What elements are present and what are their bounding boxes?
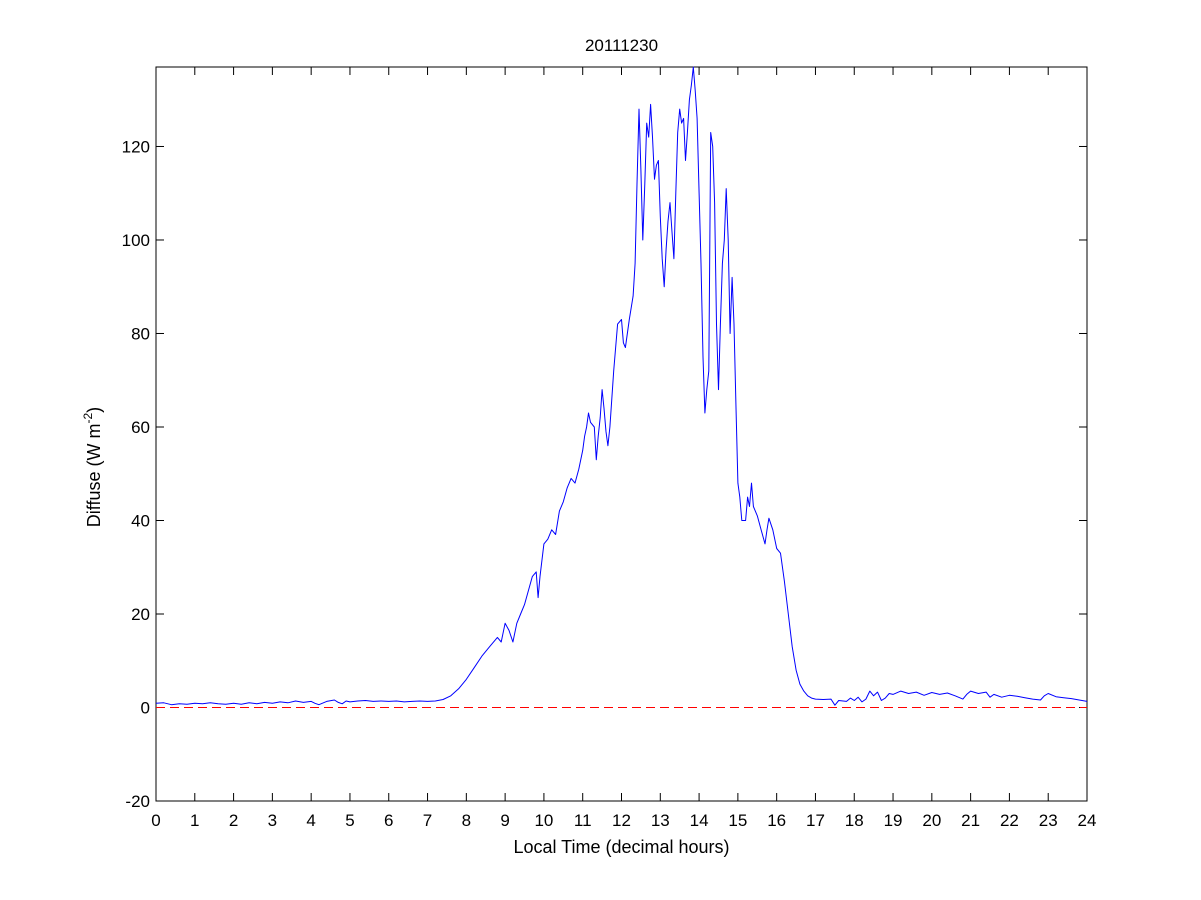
chart-title: 20111230	[585, 36, 658, 55]
y-tick-label: 100	[122, 231, 150, 250]
plot-area	[155, 66, 1088, 802]
x-tick-label: 5	[345, 811, 354, 830]
x-tick-label: 24	[1078, 811, 1097, 830]
axis-ticks: 0 1 2 3 4 5 6 7 8 9 10 11 12 13 14 15 16 17 18 19 20 21 22 23 24…	[122, 67, 1097, 830]
x-tick-label: 20	[922, 811, 941, 830]
x-tick-label: 23	[1039, 811, 1058, 830]
x-tick-label: 0	[151, 811, 160, 830]
y-tick-label: -20	[125, 792, 150, 811]
y-axis-label-superscript: -2	[81, 412, 95, 423]
series-layer	[155, 66, 1088, 708]
y-tick-label: 60	[131, 418, 150, 437]
y-tick-label: 20	[131, 605, 150, 624]
x-tick-label: 18	[845, 811, 864, 830]
x-tick-label: 6	[384, 811, 393, 830]
x-tick-label: 22	[1000, 811, 1019, 830]
x-tick-label: 13	[651, 811, 670, 830]
x-tick-label: 3	[268, 811, 277, 830]
x-tick-label: 16	[767, 811, 786, 830]
y-tick-label: 80	[131, 324, 150, 343]
x-tick-label: 7	[423, 811, 432, 830]
x-axis-label: Local Time (decimal hours)	[513, 837, 729, 857]
x-tick-label: 12	[612, 811, 631, 830]
y-axis-label-prefix: Diffuse (W m	[84, 423, 104, 527]
x-tick-label: 2	[229, 811, 238, 830]
diffuse-series-line	[155, 66, 1088, 706]
x-tick-label: 4	[306, 811, 315, 830]
y-axis-label: Diffuse (W m-2)	[81, 407, 104, 527]
x-tick-label: 8	[462, 811, 471, 830]
x-tick-label: 15	[728, 811, 747, 830]
y-axis-label-suffix: )	[84, 407, 104, 413]
y-tick-label: 120	[122, 137, 150, 156]
y-tick-label: 0	[141, 698, 150, 717]
x-tick-label: 10	[534, 811, 553, 830]
x-tick-label: 19	[884, 811, 903, 830]
x-tick-label: 21	[961, 811, 980, 830]
x-tick-label: 11	[574, 811, 592, 830]
y-tick-label: 40	[131, 511, 150, 530]
x-tick-label: 17	[806, 811, 825, 830]
x-tick-label: 1	[190, 811, 199, 830]
x-tick-label: 9	[500, 811, 509, 830]
x-tick-label: 14	[690, 811, 709, 830]
